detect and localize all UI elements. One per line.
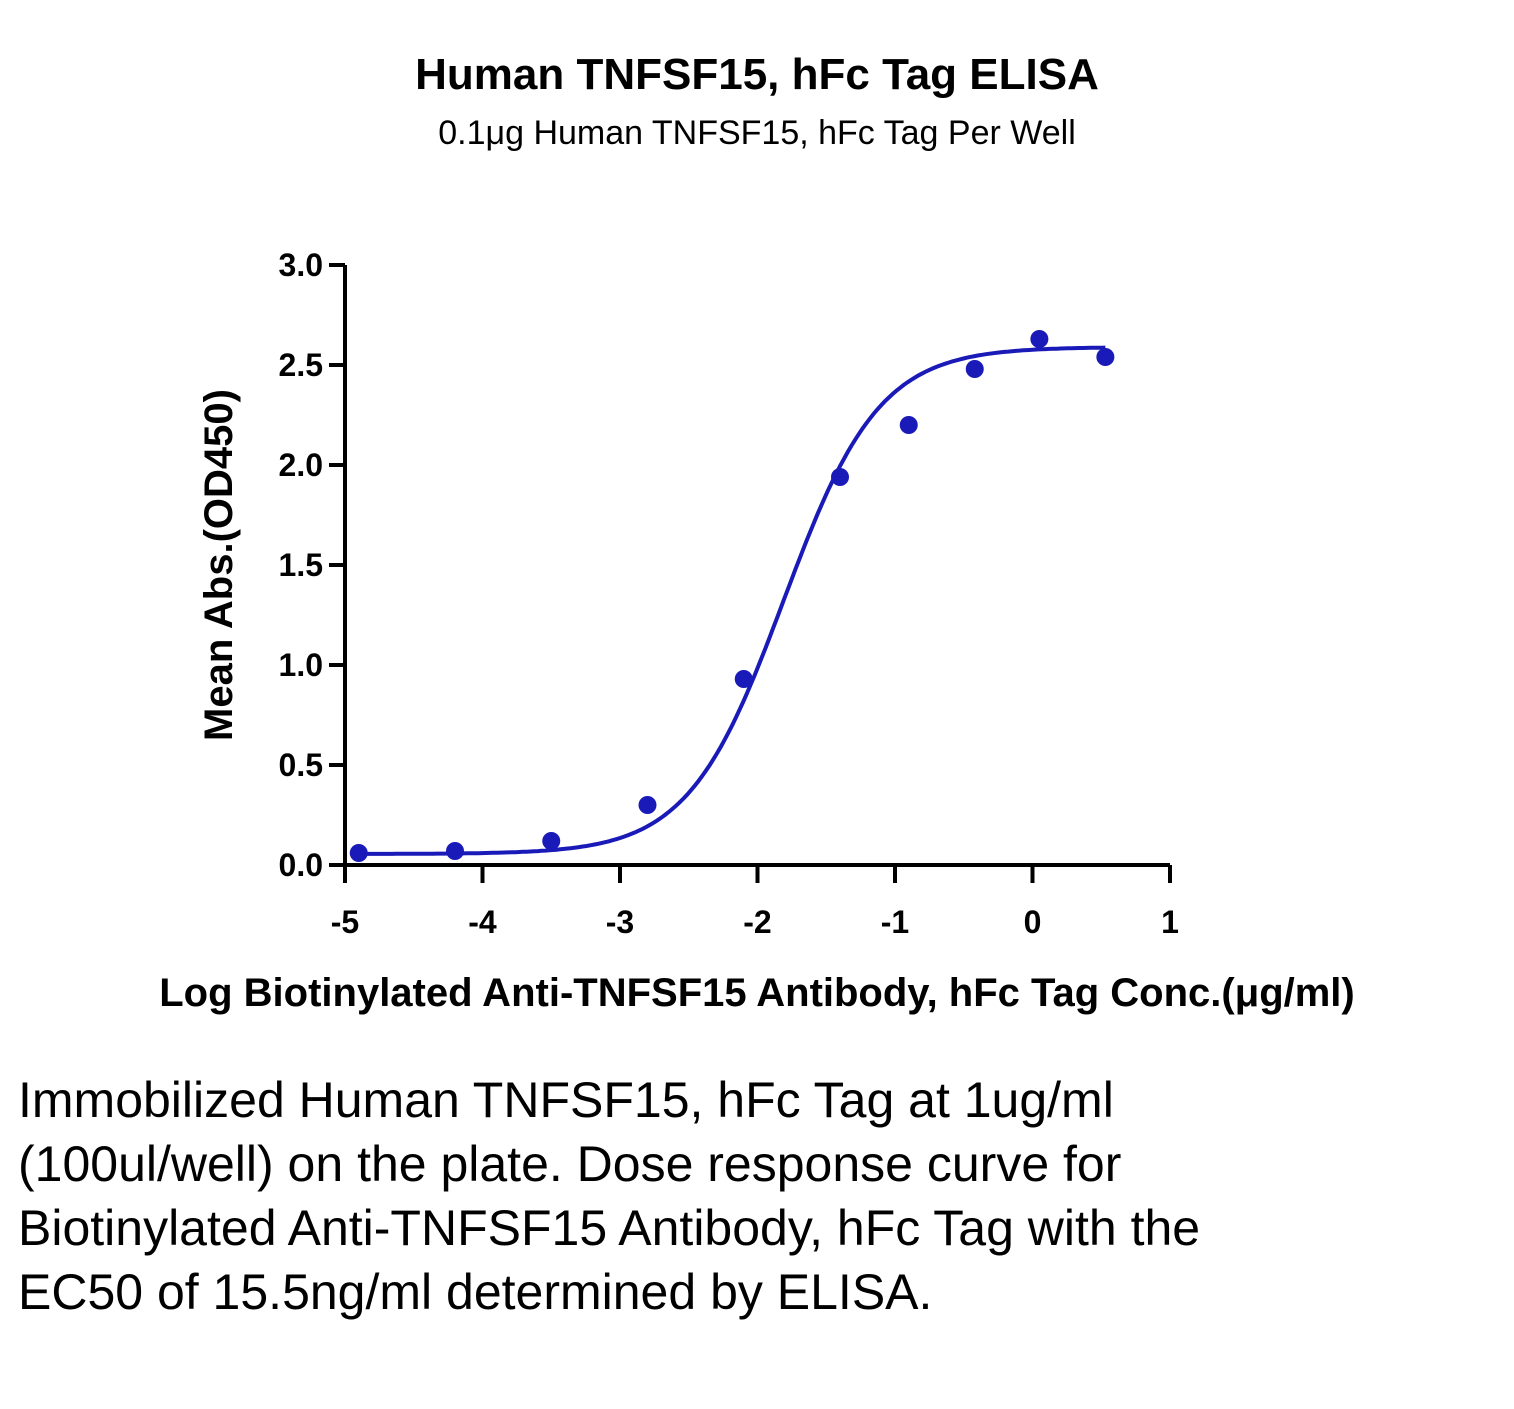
data-point bbox=[1096, 348, 1115, 366]
x-tick-label: -1 bbox=[881, 904, 909, 940]
data-point bbox=[349, 844, 368, 862]
data-point bbox=[734, 670, 753, 688]
y-tick-label: 2.5 bbox=[279, 347, 323, 383]
data-point bbox=[446, 842, 464, 860]
x-tick-label: 1 bbox=[1161, 904, 1179, 940]
data-point bbox=[542, 832, 561, 850]
data-points bbox=[349, 330, 1115, 862]
x-tick-label: -3 bbox=[606, 904, 634, 940]
y-tick-label: 1.0 bbox=[279, 647, 323, 683]
x-axis: -5 -4 -3 -2 -1 0 1 bbox=[331, 863, 1179, 940]
y-axis: 0.0 0.5 1.0 1.5 2.0 2.5 3.0 bbox=[279, 247, 347, 883]
x-tick-label: -2 bbox=[743, 904, 771, 940]
dose-response-chart: 0.0 0.5 1.0 1.5 2.0 2.5 3.0 -5 -4 -3 -2 -1 0 1 Mean … bbox=[159, 247, 1355, 1015]
x-tick-label: 0 bbox=[1024, 904, 1042, 940]
fit-curve bbox=[358, 345, 1106, 856]
y-tick-label: 1.5 bbox=[279, 547, 323, 583]
x-tick-label: -4 bbox=[468, 904, 497, 940]
data-point bbox=[638, 796, 657, 814]
y-tick-label: 0.5 bbox=[279, 747, 323, 783]
y-axis-title: Mean Abs.(OD450) bbox=[197, 389, 241, 741]
figure-caption: Immobilized Human TNFSF15, hFc Tag at 1u… bbox=[18, 1072, 1201, 1320]
y-tick-label: 2.0 bbox=[279, 447, 323, 483]
data-point bbox=[831, 468, 849, 486]
data-point bbox=[1030, 330, 1049, 348]
chart-subtitle: 0.1μg Human TNFSF15, hFc Tag Per Well bbox=[438, 114, 1076, 152]
x-tick-label: -5 bbox=[331, 904, 359, 940]
chart-title: Human TNFSF15, hFc Tag ELISA bbox=[415, 50, 1099, 99]
y-tick-label: 3.0 bbox=[279, 247, 323, 283]
data-point bbox=[899, 416, 918, 434]
data-point bbox=[965, 360, 984, 378]
x-axis-title: Log Biotinylated Anti-TNFSF15 Antibody, … bbox=[159, 971, 1355, 1015]
y-tick-label: 0.0 bbox=[279, 847, 323, 883]
